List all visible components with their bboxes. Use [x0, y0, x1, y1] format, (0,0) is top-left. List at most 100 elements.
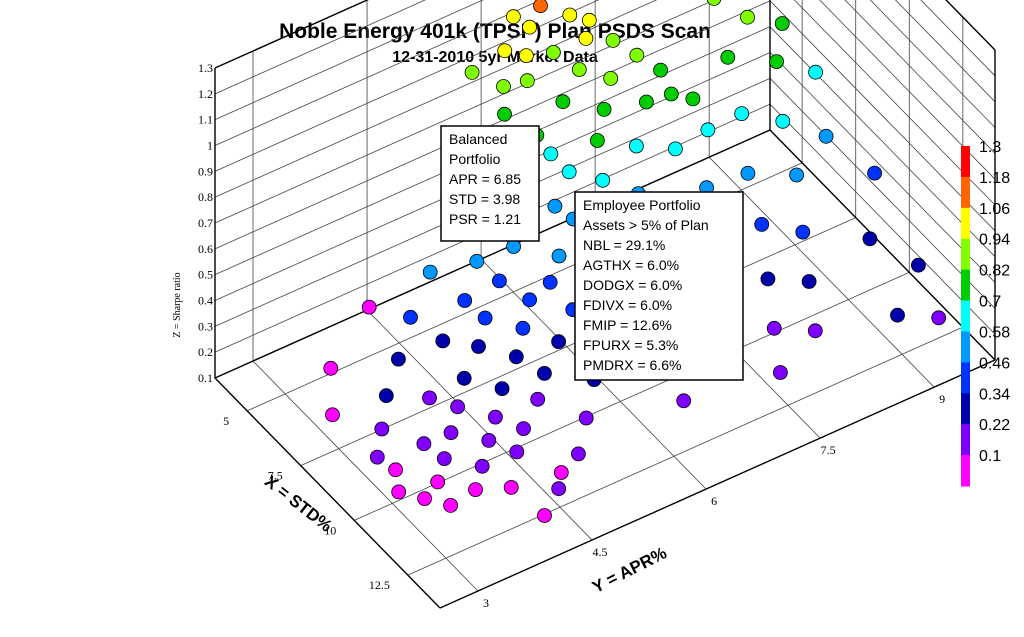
scatter-point	[760, 271, 776, 287]
y-tick-label: 3	[483, 596, 489, 610]
z-axis-label: Z = Sharpe ratio	[172, 272, 183, 337]
scatter-point	[388, 462, 404, 478]
plot-frame-edge	[214, 0, 369, 69]
x-axis-ticks: 5 7.5 10 12.5	[223, 414, 390, 592]
scatter-point	[416, 436, 432, 452]
scatter-point	[508, 349, 524, 365]
colorbar-tick-label: 0.82	[979, 263, 1010, 280]
z-gridline	[214, 0, 426, 95]
scatter-point	[639, 94, 654, 110]
x-axis-label: X = STD%	[261, 472, 336, 536]
scatter-point	[509, 444, 525, 460]
colorbar: 1.3 1.18 1.06 0.94 0.82 0.7 0.58 0.46 0.34 0.22 0.…	[961, 139, 1010, 487]
z-gridline	[214, 0, 600, 172]
scatter-point	[890, 307, 905, 323]
colorbar-swatch	[961, 362, 970, 394]
plot-frame-edge	[769, 129, 996, 361]
colorbar-swatch	[961, 207, 970, 240]
scatter-point	[522, 292, 537, 308]
z-tick-label: 0.5	[198, 268, 213, 282]
scatter-point	[450, 399, 466, 415]
scatter-point	[653, 62, 668, 78]
scatter-point	[571, 446, 586, 462]
colorbar-swatch	[961, 424, 970, 456]
scatter-point	[361, 299, 377, 315]
plot-frame-edge	[214, 129, 771, 379]
scatter-point	[734, 106, 750, 121]
colorbar-swatch	[961, 331, 970, 363]
colorbar-tick-label: 0.58	[979, 324, 1010, 341]
scatter-point	[766, 320, 782, 336]
scatter-point	[818, 128, 834, 144]
scatter-point	[571, 62, 587, 77]
z-tick-label: 1.3	[198, 61, 213, 75]
z-tick-label: 0.4	[198, 294, 213, 308]
floor-gridline	[252, 360, 479, 592]
z-tick-label: 1.2	[198, 87, 213, 101]
scatter-point	[503, 479, 519, 495]
scatter-point	[497, 43, 513, 59]
scatter-point	[795, 224, 811, 240]
z-gridline	[793, 0, 996, 206]
scatter-point	[629, 138, 644, 154]
colorbar-swatch	[961, 393, 970, 425]
x-tick-label: 12.5	[369, 578, 390, 592]
scatter-point	[740, 165, 756, 181]
callout-line: NBL = 29.1%	[583, 237, 665, 253]
z-gridline	[844, 0, 996, 154]
z-gridline	[769, 0, 996, 232]
scatter-point	[668, 141, 683, 157]
scatter-point	[422, 390, 437, 406]
scatter-point	[862, 231, 878, 247]
scatter-point	[506, 9, 521, 25]
y-axis-ticks: 3 4.5 6 7.5 9	[483, 392, 945, 610]
scatter-point	[676, 393, 692, 409]
scatter-point	[663, 86, 679, 102]
plot-box	[214, 0, 996, 609]
scatter-point	[468, 482, 483, 498]
scatter-point	[516, 421, 531, 437]
z-tick-label: 1	[207, 139, 213, 153]
scatter-point	[700, 122, 716, 138]
z-axis-ticks: 0.1 0.2 0.3 0.4 0.5 0.6 0.7 0.8 0.9 1 1.1 1.2 1.3	[198, 61, 213, 385]
scatter-point	[457, 293, 473, 308]
scatter-point	[537, 365, 552, 381]
plot-frame-edge	[439, 359, 996, 609]
z-gridline	[769, 78, 996, 309]
colorbar-tick-label: 0.34	[979, 386, 1010, 403]
scatter-point	[487, 409, 503, 425]
colorbar-swatch	[961, 455, 970, 487]
scatter-point	[533, 0, 548, 14]
colorbar-swatch	[961, 269, 970, 302]
scatter-point	[911, 257, 926, 273]
scatter-point	[469, 253, 485, 269]
scatter-point	[403, 309, 418, 325]
scatter-point	[515, 320, 531, 336]
scatter-point	[578, 31, 594, 46]
z-gridline	[214, 0, 484, 121]
callout-line: PSR = 1.21	[449, 211, 521, 227]
z-tick-label: 0.3	[198, 319, 213, 333]
scatter-point	[491, 273, 507, 289]
scatter-point	[808, 64, 823, 80]
z-gridline	[945, 0, 996, 51]
callout-line: DODGX = 6.0%	[583, 277, 682, 293]
scatter-point	[443, 497, 459, 513]
scatter-point	[496, 79, 511, 94]
scatter-point	[578, 410, 594, 426]
scatter-point	[464, 65, 480, 80]
y-tick-label: 4.5	[593, 545, 608, 559]
scatter-point	[774, 16, 790, 31]
scatter-point	[551, 481, 567, 497]
floor-gridline	[407, 326, 964, 576]
scatter-point	[595, 172, 611, 188]
scatter-point	[543, 146, 559, 162]
z-gridline	[769, 52, 996, 283]
scatter-point	[430, 474, 446, 490]
annotations: Balanced Portfolio APR = 6.85 STD = 3.98 PSR…	[440, 125, 744, 381]
scatter-point	[542, 274, 558, 290]
scatter-point	[581, 12, 597, 28]
scatter-point	[561, 164, 577, 180]
scatter-point	[390, 351, 406, 367]
callout-line: STD = 3.98	[449, 191, 520, 207]
